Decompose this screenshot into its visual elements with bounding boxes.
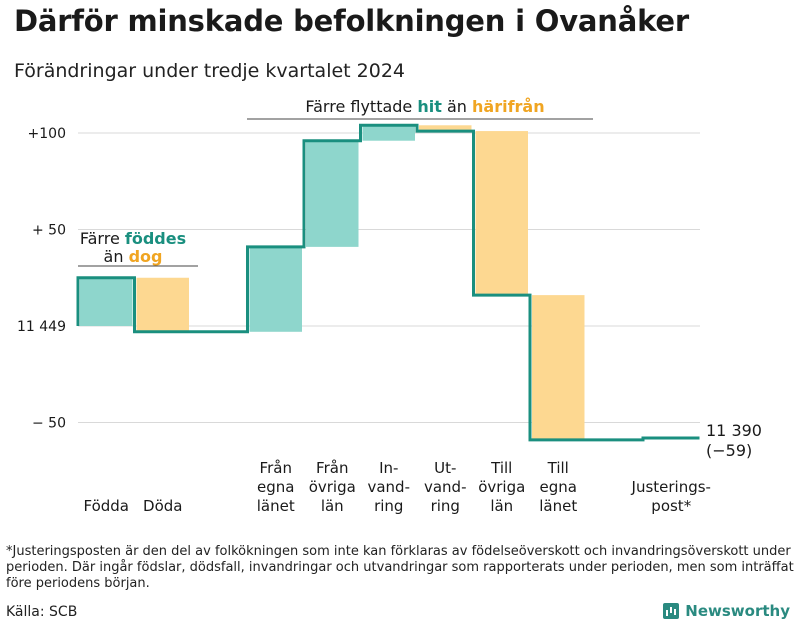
x-tick-label: Från egna länet xyxy=(257,459,295,515)
x-tick-label: Döda xyxy=(143,497,182,515)
waterfall-bar xyxy=(136,277,189,332)
births-annotation-line1: Färre föddes xyxy=(80,229,186,248)
end-value-label: 11 390 xyxy=(706,421,762,440)
x-tick-label: In-vand-ring xyxy=(367,459,410,515)
x-tick-label: Till egna länet xyxy=(539,459,577,515)
births-annotation-line2: än dog xyxy=(104,247,163,266)
chart-subtitle: Förändringar under tredje kvartalet 2024 xyxy=(14,60,406,82)
y-tick-label: − 50 xyxy=(32,416,66,432)
x-tick-label: Från övriga län xyxy=(309,459,356,515)
waterfall-bar xyxy=(475,131,528,296)
cumulative-step-line xyxy=(76,123,700,442)
brand-name: Newsworthy xyxy=(685,602,790,620)
newsworthy-icon xyxy=(663,603,680,619)
migration-annotation: Färre flyttade hit än härifrån xyxy=(305,97,544,116)
waterfall-bar xyxy=(532,295,585,440)
y-tick-label: 11 449 xyxy=(17,319,66,335)
waterfall-bar xyxy=(362,125,415,141)
chart-title: Därför minskade befolkningen i Ovanåker xyxy=(14,4,689,38)
y-tick-label: + 50 xyxy=(32,223,66,239)
waterfall-chart: +100 + 50 11 449 − 50 Födda Döda Från egna läne… xyxy=(17,97,762,515)
waterfall-bar xyxy=(249,246,302,332)
end-change-label: (−59) xyxy=(706,441,752,460)
waterfall-bar xyxy=(80,277,133,326)
x-tick-label: Ut-vand-ring xyxy=(424,459,467,515)
x-tick-label: Födda xyxy=(83,497,129,515)
waterfall-bar xyxy=(306,140,359,247)
waterfall-bar xyxy=(419,125,472,132)
x-tick-label: Till övriga län xyxy=(478,459,525,515)
x-tick-label: Justerings-post* xyxy=(631,478,711,515)
footnote: *Justeringsposten är den del av folkökni… xyxy=(6,544,794,591)
y-tick-label: +100 xyxy=(28,126,66,142)
brand-logo: Newsworthy xyxy=(663,602,790,620)
source-label: Källa: SCB xyxy=(6,604,78,620)
